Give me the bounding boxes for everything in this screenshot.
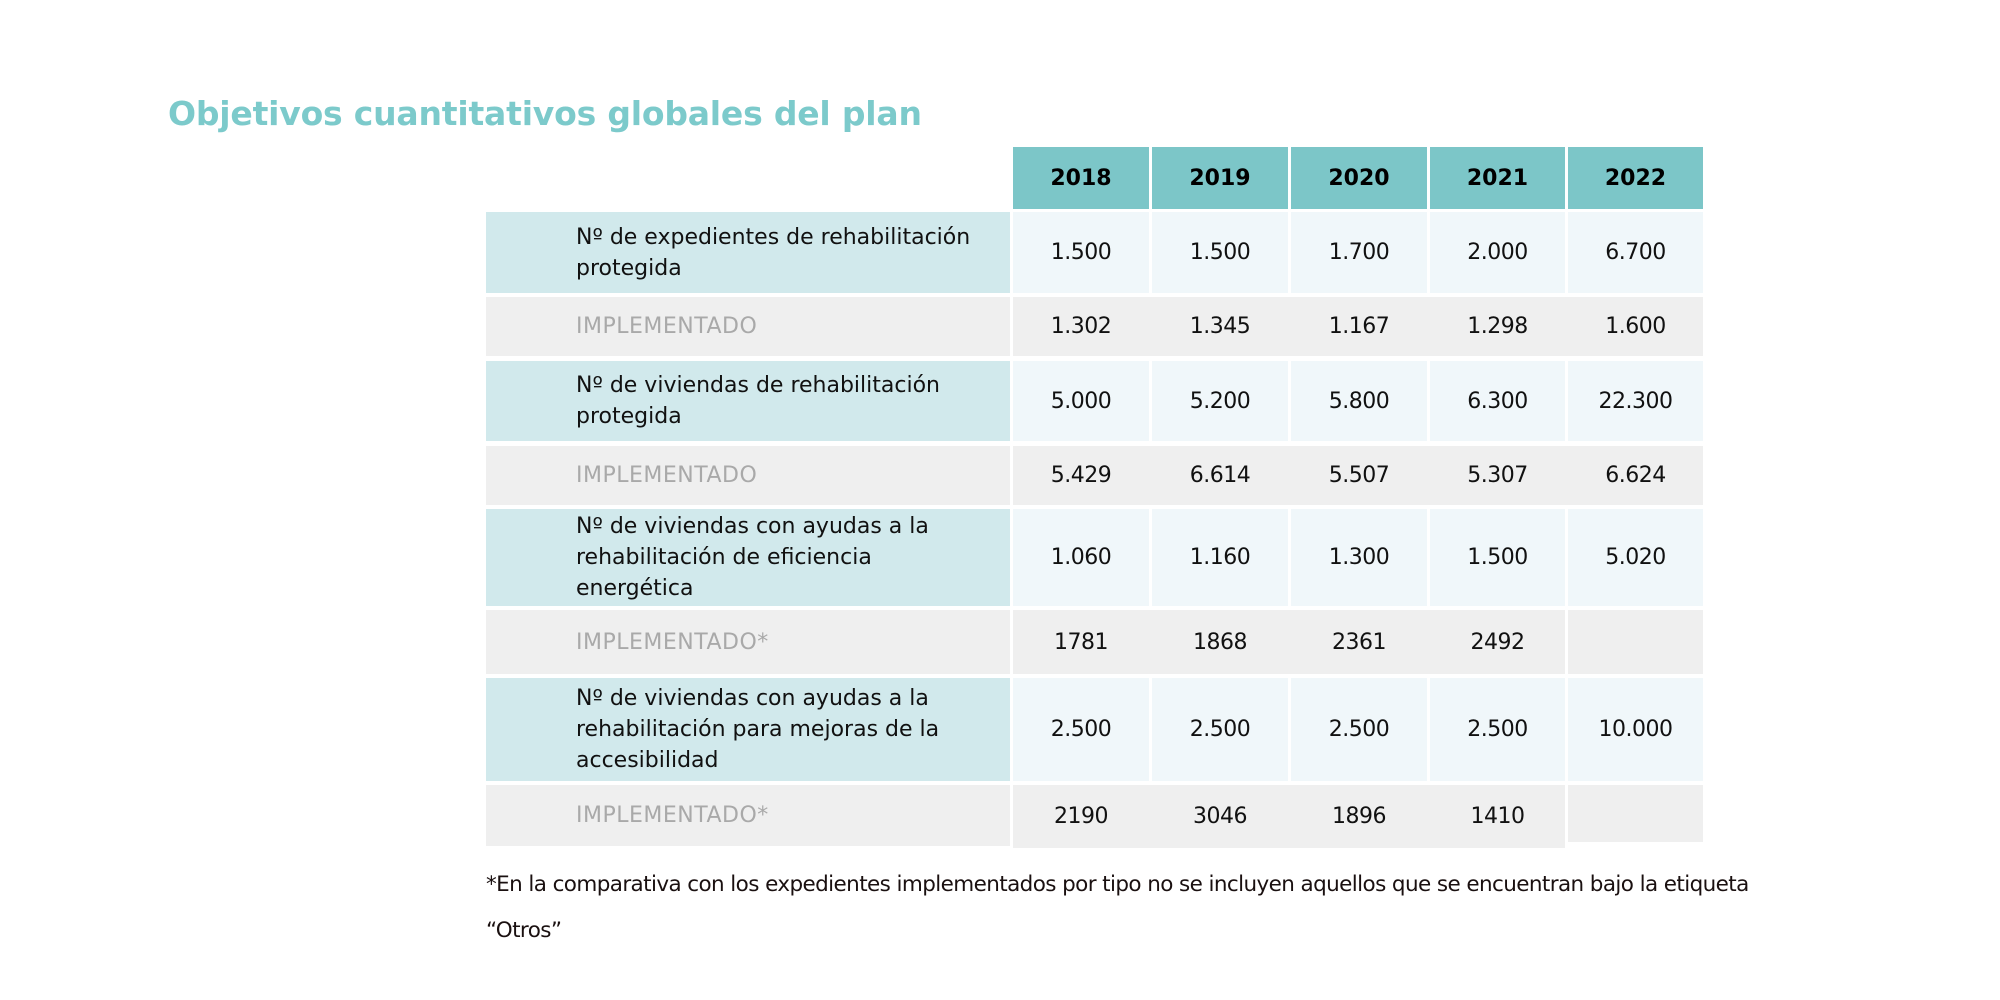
table-cell: 5.800 [1291,361,1427,441]
table-cell: 6.614 [1189,463,1251,488]
table-cell: 1.600 [1605,314,1666,339]
implemented-row-background [1013,297,1703,356]
table-cell: 6.700 [1568,212,1703,293]
year-header-2019: 2019 [1152,147,1288,209]
table-cell: 1781 [1054,629,1109,655]
table-cell: 1.160 [1152,509,1288,606]
table-cell: 1.500 [1430,509,1565,606]
implemented-row-background [1013,610,1565,674]
year-header-2018: 2018 [1013,147,1149,209]
table-cell: 1.500 [1152,212,1288,293]
table-cell: 2.000 [1430,212,1565,293]
page-title: Objetivos cuantitativos globales del pla… [168,94,922,133]
table-cell: 1.302 [1050,314,1112,339]
row-label-implementado: IMPLEMENTADO [486,446,1010,505]
table-cell: 1410 [1470,804,1526,829]
row-label-eficiencia-energetica: Nº de viviendas con ayudas a la rehabili… [486,509,1010,606]
implemented-row-background [1013,785,1565,848]
table-cell: 6.624 [1605,463,1666,488]
table-cell: 2.500 [1291,678,1427,781]
table-cell: 2190 [1054,804,1109,829]
implemented-row-background [1013,446,1703,505]
year-header-2020: 2020 [1291,147,1427,209]
row-label-viviendas: Nº de viviendas de rehabilitación proteg… [486,361,1010,441]
table-cell: 5.020 [1568,509,1703,606]
row-label-expedientes: Nº de expedientes de rehabilitación prot… [486,212,1010,293]
row-label-accesibilidad: Nº de viviendas con ayudas a la rehabili… [486,678,1010,781]
table-cell: 1896 [1332,804,1387,829]
table-cell: 1.300 [1291,509,1427,606]
table-cell: 1.167 [1328,314,1390,339]
row-label-implementado: IMPLEMENTADO* [486,785,1010,846]
table-cell: 5.429 [1050,463,1112,488]
implemented-empty-cell [1568,785,1703,842]
row-label-implementado: IMPLEMENTADO* [486,610,1010,674]
table-cell: 1.345 [1189,314,1251,339]
table-cell: 3046 [1193,804,1248,829]
table-cell: 22.300 [1568,361,1703,441]
table-cell: 1.298 [1467,314,1528,339]
table-cell: 10.000 [1568,678,1703,781]
table-cell [1568,610,1703,674]
table-cell: 1.060 [1013,509,1149,606]
table-cell: 1868 [1193,629,1248,655]
year-header-2022: 2022 [1568,147,1703,209]
table-cell: 1.500 [1013,212,1149,293]
year-header-2021: 2021 [1430,147,1565,209]
implemented-empty-cell [1568,610,1703,674]
table-cell: 5.200 [1152,361,1288,441]
table-cell [1568,785,1703,842]
table-cell: 1.700 [1291,212,1427,293]
table-cell: 5.000 [1013,361,1149,441]
table-cell: 2361 [1332,629,1387,655]
table-cell: 6.300 [1430,361,1565,441]
table-cell: 2.500 [1013,678,1149,781]
table-cell: 5.307 [1467,463,1528,488]
row-label-implementado: IMPLEMENTADO [486,297,1010,356]
table-cell: 5.507 [1328,463,1390,488]
table-cell: 2492 [1470,629,1526,655]
footnote: *En la comparativa con los expedientes i… [486,872,1749,943]
table-cell: 2.500 [1430,678,1565,781]
table-cell: 2.500 [1152,678,1288,781]
